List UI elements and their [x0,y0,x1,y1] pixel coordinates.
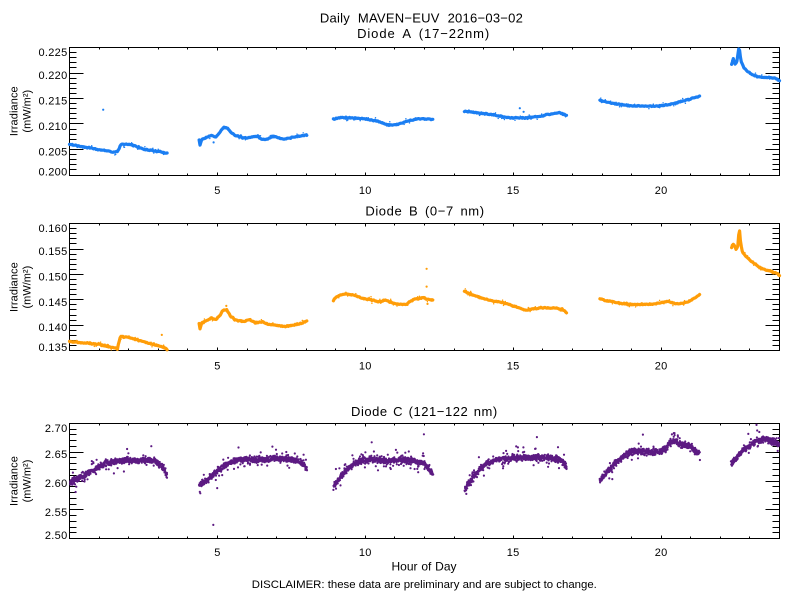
svg-text:20: 20 [655,185,668,197]
svg-text:2.70: 2.70 [45,423,68,435]
svg-text:0.150: 0.150 [38,271,67,283]
svg-text:2.65: 2.65 [45,449,68,461]
svg-text:0.215: 0.215 [38,96,67,108]
svg-text:0.225: 0.225 [38,47,67,59]
svg-text:2.60: 2.60 [45,478,68,490]
svg-text:0.145: 0.145 [38,297,67,309]
svg-text:20: 20 [655,361,668,373]
svg-text:0.135: 0.135 [38,342,67,354]
svg-text:(mW/m²): (mW/m²) [22,90,34,133]
svg-text:Irradiance: Irradiance [9,262,21,312]
svg-text:10: 10 [359,547,372,559]
svg-text:(mW/m²): (mW/m²) [22,460,34,503]
svg-text:0.160: 0.160 [38,223,67,235]
svg-text:0.205: 0.205 [38,147,67,159]
svg-text:5: 5 [214,361,220,373]
svg-text:15: 15 [507,185,520,197]
svg-text:10: 10 [359,185,372,197]
svg-text:0.140: 0.140 [38,322,67,334]
svg-text:DISCLAIMER: these data are pre: DISCLAIMER: these data are preliminary a… [252,579,597,591]
svg-text:Irradiance: Irradiance [9,86,21,136]
svg-text:20: 20 [655,547,668,559]
svg-text:Diode C (121−122 nm): Diode C (121−122 nm) [351,404,498,419]
svg-text:10: 10 [359,361,372,373]
svg-text:0.200: 0.200 [38,166,67,178]
svg-text:2.55: 2.55 [45,507,68,519]
svg-text:Daily MAVEN−EUV 2016−03−02: Daily MAVEN−EUV 2016−03−02 [320,10,523,25]
svg-text:Diode A (17−22nm): Diode A (17−22nm) [357,26,490,41]
svg-text:5: 5 [214,547,220,559]
svg-text:Hour of Day: Hour of Day [391,560,456,574]
svg-text:15: 15 [507,547,520,559]
svg-text:2.50: 2.50 [45,530,68,542]
svg-text:0.220: 0.220 [38,70,67,82]
svg-text:0.210: 0.210 [38,121,67,133]
svg-text:Diode B (0−7 nm): Diode B (0−7 nm) [365,204,484,219]
svg-text:0.155: 0.155 [38,246,67,258]
svg-text:15: 15 [507,361,520,373]
svg-text:Irradiance: Irradiance [9,456,21,506]
svg-text:5: 5 [214,185,220,197]
svg-text:(mW/m²): (mW/m²) [22,266,34,309]
